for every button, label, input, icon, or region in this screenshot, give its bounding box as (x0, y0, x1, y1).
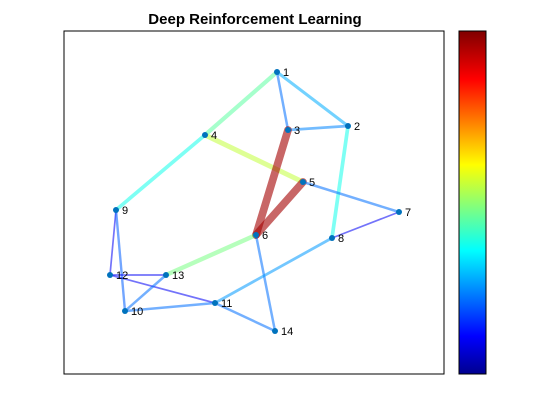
node-8 (329, 235, 335, 241)
node-label-1: 1 (283, 67, 289, 79)
node-11 (212, 300, 218, 306)
graph-edges (109, 69, 401, 333)
node-2 (345, 123, 351, 129)
edge-4-9 (114, 133, 207, 212)
edge-7-8 (331, 211, 400, 239)
node-12 (107, 272, 113, 278)
node-label-2: 2 (354, 121, 360, 133)
node-14 (272, 328, 278, 334)
node-label-12: 12 (116, 270, 128, 282)
edge-9-12 (109, 209, 117, 276)
edge-5-6 (252, 178, 307, 239)
edge-5-7 (301, 180, 401, 214)
node-label-4: 4 (211, 130, 217, 142)
node-6 (253, 232, 259, 238)
edge-2-8 (330, 124, 350, 240)
graph-nodes (107, 69, 402, 334)
node-1 (274, 69, 280, 75)
edge-8-11 (213, 236, 334, 305)
node-label-14: 14 (281, 326, 293, 338)
node-label-6: 6 (262, 230, 268, 242)
node-label-7: 7 (405, 207, 411, 219)
node-3 (285, 127, 291, 133)
edge-6-14 (254, 233, 277, 333)
node-label-13: 13 (172, 270, 184, 282)
node-label-8: 8 (338, 233, 344, 245)
chart-title: Deep Reinforcement Learning (148, 11, 361, 28)
edge-1-4 (202, 69, 280, 138)
edge-2-3 (286, 124, 350, 132)
edge-12-11 (109, 274, 216, 304)
node-label-5: 5 (309, 177, 315, 189)
edge-10-11 (123, 301, 217, 313)
edge-1-3 (275, 70, 290, 132)
node-7 (396, 209, 402, 215)
node-label-10: 10 (131, 306, 143, 318)
node-4 (202, 132, 208, 138)
node-label-3: 3 (294, 125, 300, 137)
edge-6-13 (163, 232, 259, 278)
node-13 (163, 272, 169, 278)
node-10 (122, 308, 128, 314)
colorbar (458, 30, 487, 375)
node-label-11: 11 (221, 298, 232, 310)
edge-1-2 (275, 70, 350, 128)
edge-3-6 (252, 126, 292, 239)
edge-11-14 (213, 301, 277, 333)
node-label-9: 9 (122, 205, 128, 217)
edge-9-10 (114, 208, 127, 313)
node-9 (113, 207, 119, 213)
edge-4-5 (202, 132, 306, 185)
edge-10-13 (123, 273, 168, 313)
node-5 (300, 179, 306, 185)
